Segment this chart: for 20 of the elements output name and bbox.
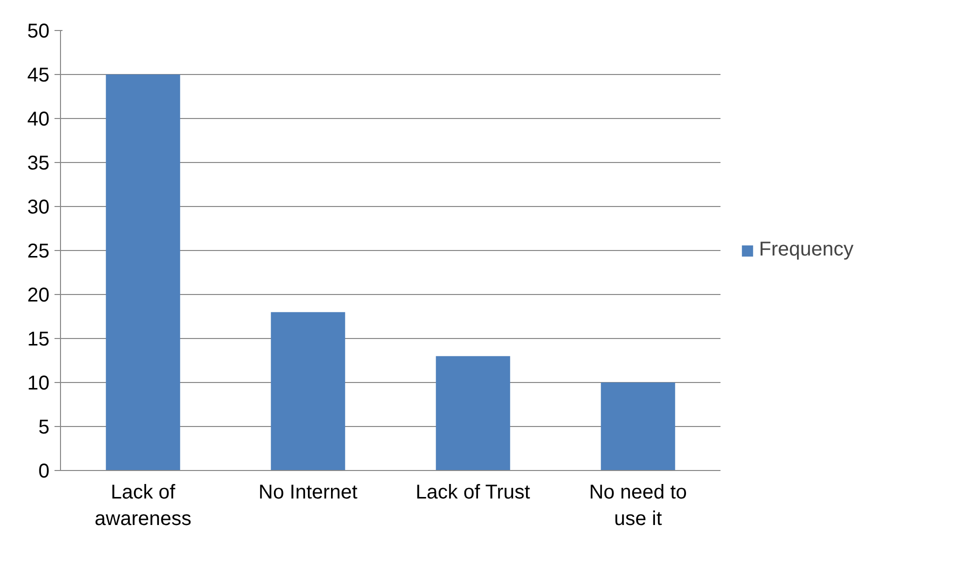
y-tick-label: 35 — [27, 152, 50, 174]
x-tick-label: Lack of Trust — [416, 482, 531, 504]
x-tick-label: No need to use it — [589, 482, 687, 530]
y-tick-label: 0 — [38, 460, 50, 482]
y-tick-label: 5 — [38, 416, 50, 438]
y-tick-label: 40 — [27, 108, 50, 130]
y-tick-label: 50 — [27, 20, 50, 42]
y-tick-label: 45 — [27, 64, 50, 86]
y-tick-label: 30 — [27, 196, 50, 218]
x-tick-label: Lack of awareness — [94, 482, 192, 530]
y-tick-label: 15 — [27, 328, 50, 350]
y-tick-label: 20 — [27, 284, 50, 306]
legend-label: Frequency — [759, 238, 854, 262]
bar — [600, 382, 676, 470]
x-tick-label: No Internet — [258, 482, 358, 504]
y-tick-label: 10 — [27, 372, 50, 394]
bar — [270, 312, 346, 470]
bar — [106, 74, 180, 470]
bar — [436, 356, 510, 470]
y-tick-label: 25 — [27, 240, 50, 262]
